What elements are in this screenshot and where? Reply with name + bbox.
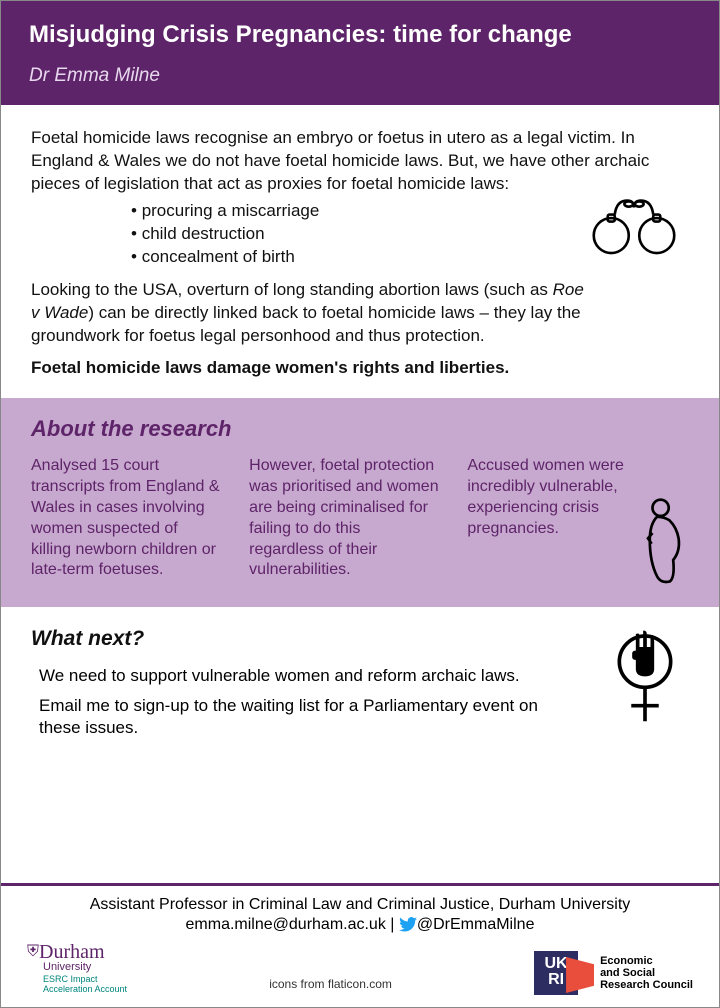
twitter-icon <box>399 917 417 932</box>
ukri-text: Economic and Social Research Council <box>600 955 693 991</box>
infographic-page: Misjudging Crisis Pregnancies: time for … <box>0 0 720 1008</box>
footer-twitter: @DrEmmaMilne <box>417 916 535 933</box>
author-name: Dr Emma Milne <box>29 65 691 87</box>
pregnant-woman-icon <box>629 497 685 587</box>
about-col-2: However, foetal protection was prioritis… <box>249 456 439 581</box>
intro-paragraph-2: Looking to the USA, overturn of long sta… <box>31 279 591 348</box>
handcuffs-icon <box>589 190 679 260</box>
about-col-1: Analysed 15 court transcripts from Engla… <box>31 456 221 581</box>
page-title: Misjudging Crisis Pregnancies: time for … <box>29 21 691 49</box>
about-section: About the research Analysed 15 court tra… <box>1 398 719 607</box>
whatnext-section: What next? We need to support vulnerable… <box>1 607 719 765</box>
icon-attribution: icons from flaticon.com <box>269 977 392 991</box>
feminist-fist-icon <box>607 625 683 735</box>
footer-logos: ⛨Durham University ESRC Impact Accelerat… <box>21 942 699 995</box>
footer-contact: emma.milne@durham.ac.uk | @DrEmmaMilne <box>21 916 699 934</box>
whatnext-p1: We need to support vulnerable women and … <box>39 665 579 687</box>
whatnext-heading: What next? <box>31 627 689 651</box>
intro-paragraph-1: Foetal homicide laws recognise an embryo… <box>31 127 689 196</box>
whatnext-p2: Email me to sign-up to the waiting list … <box>39 695 579 739</box>
ukri-logo: UKRI Economic and Social Research Counci… <box>534 951 693 995</box>
durham-logo: ⛨Durham University ESRC Impact Accelerat… <box>27 942 127 995</box>
about-heading: About the research <box>31 416 689 442</box>
footer: Assistant Professor in Criminal Law and … <box>1 883 719 1007</box>
intro-section: Foetal homicide laws recognise an embryo… <box>1 105 719 398</box>
intro-conclusion: Foetal homicide laws damage women's righ… <box>31 357 689 380</box>
esrc-label: ESRC Impact Acceleration Account <box>43 975 127 995</box>
footer-email: emma.milne@durham.ac.uk <box>186 916 386 933</box>
header: Misjudging Crisis Pregnancies: time for … <box>1 1 719 105</box>
footer-role: Assistant Professor in Criminal Law and … <box>21 896 699 914</box>
shield-icon: ⛨ <box>27 943 39 960</box>
about-columns: Analysed 15 court transcripts from Engla… <box>31 456 689 581</box>
ukri-block: UKRI <box>534 951 578 995</box>
ukri-red-shape <box>566 957 594 993</box>
